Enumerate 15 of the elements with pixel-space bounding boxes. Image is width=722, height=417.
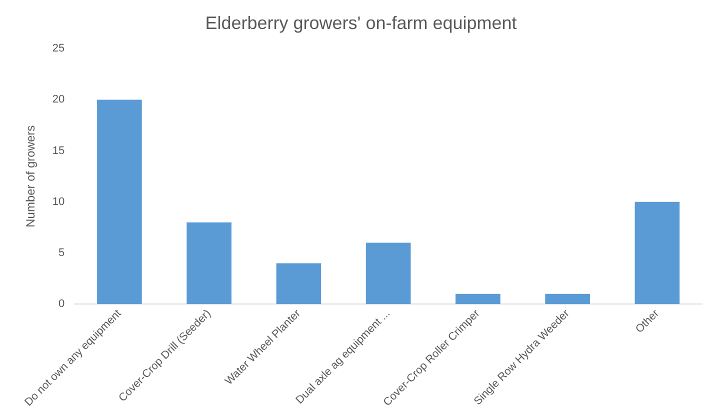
bar [634, 202, 680, 304]
y-tick-label: 0 [58, 298, 65, 310]
bar [276, 263, 322, 304]
bar [545, 294, 590, 304]
bar [456, 294, 500, 304]
y-axis-title: Number of growers [24, 125, 38, 228]
y-tick-label: 10 [52, 196, 65, 208]
y-tick-label: 20 [52, 94, 65, 106]
chart-title: Elderberry growers' on-farm equipment [205, 12, 517, 33]
bar [366, 242, 411, 304]
y-tick-label: 25 [52, 42, 65, 55]
y-tick-label: 5 [58, 247, 65, 260]
bar [97, 100, 142, 304]
y-tick-label: 15 [52, 144, 65, 157]
bar [186, 222, 232, 304]
